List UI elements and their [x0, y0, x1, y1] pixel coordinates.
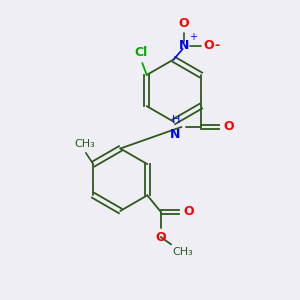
Text: CH₃: CH₃ — [172, 247, 193, 257]
Text: O: O — [203, 40, 214, 52]
Text: N: N — [179, 40, 189, 52]
Text: O: O — [223, 121, 234, 134]
Text: -: - — [214, 40, 219, 52]
Text: O: O — [179, 16, 190, 30]
Text: O: O — [155, 231, 166, 244]
Text: Cl: Cl — [135, 46, 148, 59]
Text: H: H — [172, 116, 180, 125]
Text: CH₃: CH₃ — [75, 139, 95, 149]
Text: N: N — [169, 128, 180, 142]
Text: +: + — [190, 32, 197, 41]
Text: O: O — [183, 205, 194, 218]
